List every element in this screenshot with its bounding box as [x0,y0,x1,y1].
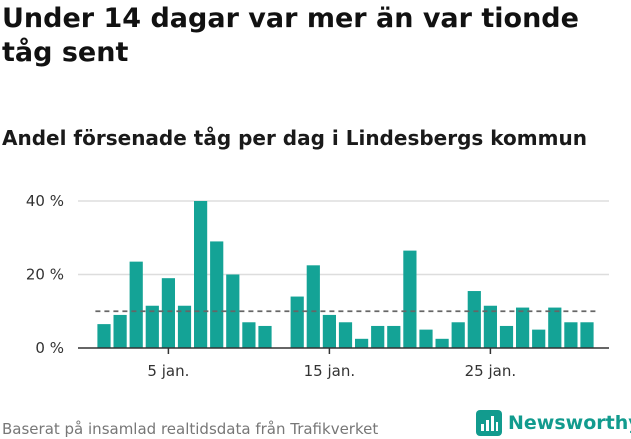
bar [306,265,320,348]
bar [322,314,337,348]
source-footer: Baserat på insamlad realtidsdata från Tr… [2,420,379,438]
axes: 0 % 20 % 40 % 5 jan. 15 jan. 25 jan. [26,192,609,380]
bar [515,307,530,348]
bar [580,322,594,348]
gridlines [78,200,609,276]
bar [467,291,481,348]
bar [419,329,433,348]
y-tick-label: 0 % [35,339,64,357]
bar [483,305,498,348]
x-tick-label: 5 jan. [147,362,189,380]
bar [129,261,143,348]
bar [354,338,369,348]
bar [145,305,159,348]
bar [290,296,304,348]
bar [564,322,578,348]
bar [435,338,449,348]
bar [548,307,562,348]
bar [210,241,224,348]
y-tick-label: 40 % [26,192,64,210]
bar [97,324,111,348]
x-tick-label: 15 jan. [304,362,356,380]
bar-chart: 0 % 20 % 40 % 5 jan. 15 jan. 25 jan. [26,192,609,380]
brand-logo[interactable]: Newsworthy [476,408,631,438]
brand-name: Newsworthy [508,412,631,434]
bar [338,322,353,348]
bar [532,329,546,348]
bar [451,322,465,348]
bar [403,250,417,348]
bar [161,278,176,348]
bar [193,201,208,348]
bar [177,305,192,348]
bar [258,325,272,348]
y-tick-label: 20 % [26,266,64,284]
chart-title: Under 14 dagar var mer än var tionde tåg… [2,3,579,68]
chart-subtitle: Andel försenade tåg per dag i Lindesberg… [2,126,587,150]
bar [371,325,385,348]
bar [113,314,127,348]
bar [387,325,401,348]
bar [499,325,514,348]
newsworthy-logo-icon [476,410,502,436]
bar [242,322,256,348]
x-tick-label: 25 jan. [465,362,517,380]
